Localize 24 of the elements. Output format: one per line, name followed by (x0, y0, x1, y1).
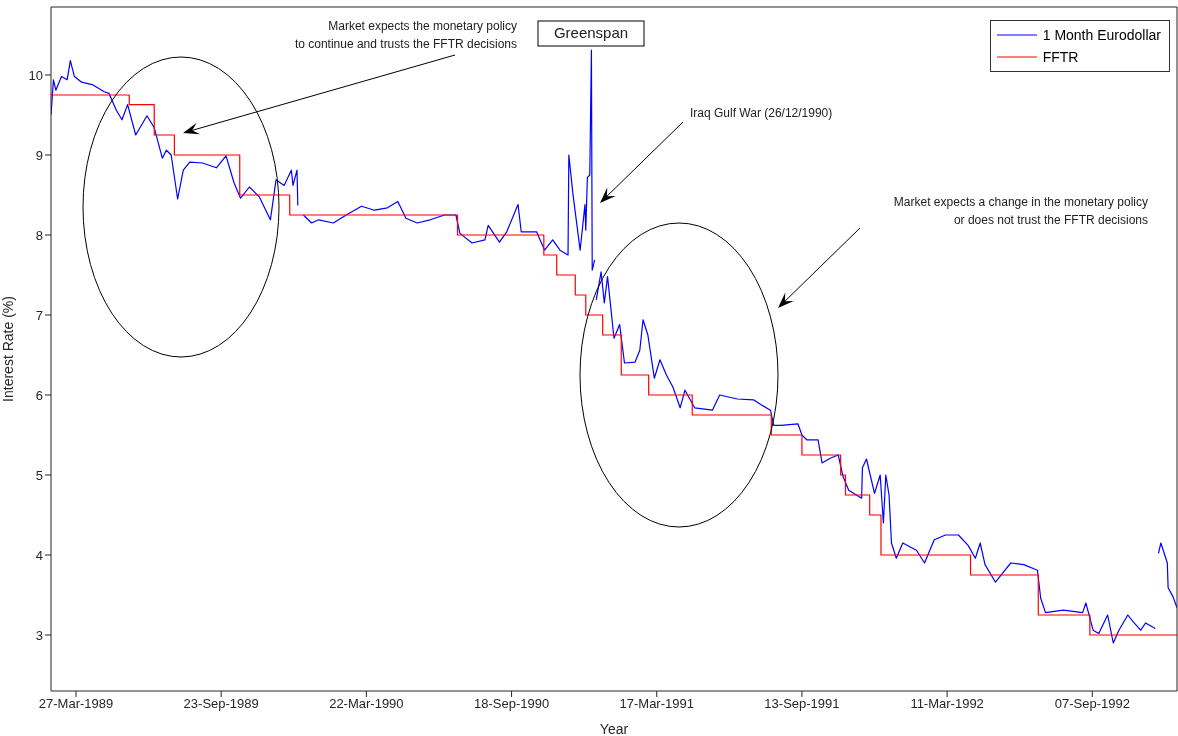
y-tick-label: 3 (35, 627, 43, 643)
y-axis-title: Interest Rate (%) (0, 296, 16, 402)
annotation: Market expects a change in the monetary policy or does not trust the FFTR decisions (893, 195, 1148, 227)
y-tick-label: 7 (35, 307, 43, 323)
y-tick-label: 9 (35, 147, 43, 163)
y-tick-label: 5 (35, 467, 43, 483)
x-axis-title: Year (599, 721, 629, 736)
annotation: Greenspan (553, 24, 629, 41)
x-tick-label: 18-Sep-1990 (473, 696, 550, 712)
x-tick-label: 07-Sep-1992 (1054, 696, 1130, 712)
x-tick-label: 11-Mar-1992 (910, 696, 984, 712)
y-tick-label: 4 (35, 547, 43, 563)
annotation: Market expects the monetary policy to continue and trusts the FFTR decisions (294, 19, 517, 51)
x-tick-label: 22-Mar-1990 (329, 696, 404, 712)
x-tick-label: 27-Mar-1989 (38, 696, 114, 712)
y-tick-label: 10 (28, 67, 43, 83)
legend-label: 1 Month Eurodollar (1042, 27, 1161, 43)
x-tick-label: 23-Sep-1989 (183, 696, 259, 712)
legend-label: FFTR (1042, 49, 1079, 65)
y-tick-label: 8 (35, 227, 43, 243)
y-tick-label: 6 (35, 387, 43, 403)
annotation: Iraq Gulf War (26/12/1990) (690, 106, 833, 120)
x-tick-label: 17-Mar-1991 (619, 696, 694, 712)
x-tick-label: 13-Sep-1991 (764, 696, 840, 712)
